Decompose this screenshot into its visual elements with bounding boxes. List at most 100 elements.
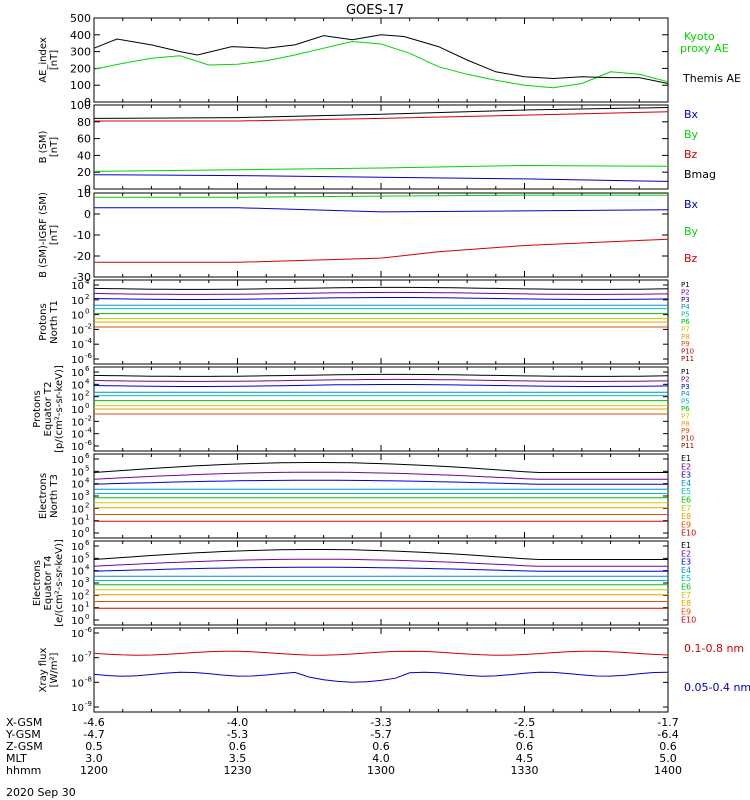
legend-protons_t1-p11: P11 [681,355,694,363]
protons_t2-ytick-exponent: 6 [85,365,90,373]
ephem-value: 1230 [224,764,252,777]
legend-electrons_t4-e2: E2 [681,549,691,558]
protons_t2-ytick-label: 10 [71,442,84,453]
date-label: 2020 Sep 30 [6,786,76,799]
bigrf-frame [93,192,669,278]
ae-frame [93,17,669,103]
protons_t1-ytick-exponent: -4 [85,337,93,345]
legend-protons_t2-p9: P9 [681,427,690,435]
bsm-ytick-label: 60 [77,133,91,146]
electrons_t4-ytick-exponent: 1 [85,601,89,609]
bsm-ytick-label: 20 [77,166,91,179]
bsm-series-bx [93,174,669,182]
ephem-value: -1.7 [657,716,678,729]
xray-ytick-exponent: -9 [85,700,92,708]
protons_t1-ytick-exponent: 2 [85,293,89,301]
protons_t1-ylabel: Protons [38,303,49,340]
electrons_t4-ytick-label: 10 [71,616,84,627]
legend-proxy-ae: proxy AE [680,42,729,55]
ephem-value: -5.7 [370,728,391,741]
protons_t2-ytick-exponent: 4 [85,377,90,385]
legend-electrons_t4-e9: E9 [681,607,691,616]
bsm-ylabel: [nT] [49,137,60,157]
protons_t2-ytick-exponent: -6 [85,439,93,447]
xray-ytick-label: 10 [71,678,84,689]
ephem-value: 1330 [511,764,539,777]
bsm-ytick-label: 40 [77,149,91,162]
ephem-label: Y-GSM [5,728,41,741]
ephem-value: 1400 [654,764,682,777]
legend-protons_t2-p2: P2 [681,375,690,383]
ae-ytick-label: 400 [70,29,91,42]
bigrf-ytick-label: -20 [73,250,91,263]
bigrf-ytick-label: 10 [77,187,91,200]
protons_t1-ytick-label: 10 [71,311,84,322]
legend-protons_t1-p7: P7 [681,325,690,333]
electrons_t4-ytick-exponent: 3 [85,576,89,584]
protons_t1-channel-line [93,297,669,300]
ae-ytick-label: 200 [70,62,91,75]
xray-ytick-exponent: -7 [85,651,92,659]
ae-ylabel: AE_index [38,37,49,83]
electrons_t3-channel-line [93,471,668,480]
xray-ytick-label: 10 [71,629,84,640]
protons_t2-ytick-label: 10 [71,368,84,379]
panel-bsm: B (SM) [nT] 0 20 40 60 80 100 Bx By Bz Bmag [38,99,716,196]
legend-electrons_t3-e5: E5 [681,487,691,496]
electrons_t4-ytick-exponent: 2 [85,588,89,596]
electrons_t4-ytick-label: 10 [71,554,84,565]
protons_t1-channel-line [93,291,669,295]
bsm-ylabel: B (SM) [38,130,49,163]
xray-ytick-exponent: -6 [85,626,93,634]
legend-electrons_t4-e6: E6 [681,583,691,592]
legend-protons_t1-p4: P4 [681,303,690,311]
protons_t1-ylabel: North T1 [49,300,60,344]
bigrf-ytick-label: -10 [73,229,91,242]
legend-bx: Bx [684,198,699,211]
legend-electrons_t3-e6: E6 [681,496,691,505]
protons_t1-ytick-exponent: 4 [85,278,90,286]
ephem-value: 5.0 [659,752,677,765]
electrons_t3-ytick-label: 10 [71,517,84,528]
legend-electrons_t3-e3: E3 [681,471,691,480]
electrons_t3-ytick-exponent: 0 [85,526,89,534]
ephem-label: X-GSM [6,716,42,729]
ephem-label: MLT [6,752,27,765]
electrons_t3-ytick-exponent: 1 [85,514,89,522]
legend-protons_t2-p11: P11 [681,442,694,450]
xray-ytick-label: 10 [71,654,84,665]
protons_t1-ytick-exponent: -2 [85,322,92,330]
legend-protons_t2-p4: P4 [681,390,690,398]
legend-electrons_t4-e1: E1 [681,541,691,550]
protons_t2-ytick-label: 10 [71,405,84,416]
ephem-value: -4.0 [227,716,248,729]
protons_t2-ytick-label: 10 [71,393,84,404]
ephem-value: -4.7 [83,728,104,741]
legend-protons_t2-p7: P7 [681,412,690,420]
legend-electrons_t3-e2: E2 [681,462,691,471]
legend-protons_t1-p6: P6 [681,318,690,326]
legend-themis-ae: Themis AE [682,72,741,85]
electrons_t4-ylabel: Equator T4 [43,556,54,611]
ephem-value: -6.4 [657,728,678,741]
legend-protons_t1-p1: P1 [681,281,690,289]
panel-protons_t2: Protons Equator T2 [p/(cm²-s-sr-keV)] 10 610… [32,365,694,453]
bsm-series-bz [94,111,669,122]
electrons_t4-ytick-exponent: 6 [85,539,90,547]
xray-channel-line [93,650,669,656]
electrons_t4-channel-line [93,549,668,560]
electrons_t3-ytick-exponent: 3 [85,489,89,497]
protons_t2-ytick-label: 10 [71,380,84,391]
bigrf-ytick-label: 0 [84,208,91,221]
ephem-value: -6.1 [514,728,535,741]
protons_t2-ylabel: Protons [32,390,43,427]
xray-ylabel: [W/m²] [49,652,60,687]
bigrf-series-by [94,194,668,198]
legend-electrons_t3-e4: E4 [681,479,691,488]
ephem-value: -3.3 [370,716,391,729]
protons_t2-channel-line [93,373,669,377]
legend-by: By [684,128,699,141]
